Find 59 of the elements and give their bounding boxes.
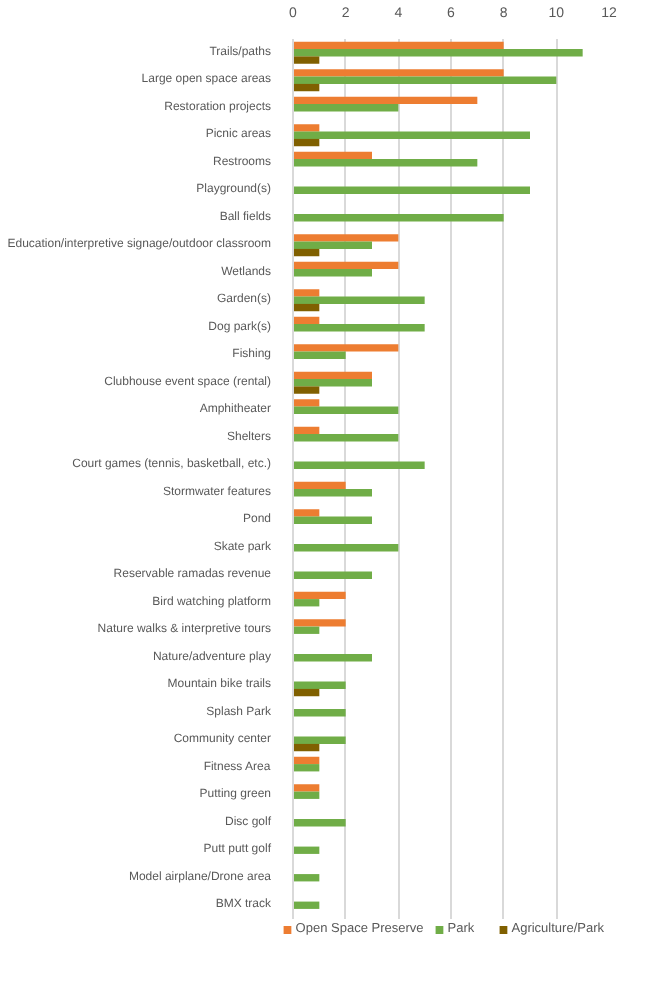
bar <box>293 159 478 167</box>
bar <box>293 289 320 297</box>
bar <box>293 626 320 634</box>
bar <box>293 819 346 827</box>
bar <box>293 241 372 249</box>
bar <box>293 248 320 257</box>
bar <box>293 351 346 359</box>
bar <box>293 138 320 147</box>
bar <box>293 901 320 909</box>
bar <box>293 481 346 490</box>
bar <box>293 214 504 222</box>
bar <box>293 709 346 717</box>
bar <box>293 76 557 84</box>
bar <box>293 269 372 277</box>
bar <box>293 874 320 882</box>
bar <box>293 124 320 132</box>
bar <box>293 41 504 50</box>
bar <box>293 571 372 579</box>
bar <box>293 131 530 139</box>
bar <box>293 371 372 380</box>
bar <box>293 791 320 799</box>
bar <box>293 688 320 697</box>
bar <box>293 316 320 325</box>
bar <box>293 56 320 64</box>
bar <box>293 261 399 270</box>
bar <box>293 151 372 160</box>
bar <box>293 489 372 497</box>
bar <box>293 846 320 854</box>
bar <box>293 681 346 689</box>
bar <box>293 764 320 772</box>
bar <box>293 736 346 744</box>
bar <box>293 756 320 765</box>
bar <box>293 544 399 552</box>
bar <box>293 344 399 352</box>
bar <box>293 516 372 524</box>
bar <box>293 426 320 435</box>
bar <box>293 296 425 304</box>
bar <box>293 379 372 387</box>
bar <box>293 69 504 77</box>
bar <box>293 324 425 332</box>
bar <box>293 303 320 312</box>
bar <box>293 434 399 442</box>
bar <box>293 406 399 414</box>
bar <box>293 234 399 242</box>
bar <box>293 96 478 105</box>
bar <box>293 509 320 517</box>
bar <box>293 599 320 607</box>
bar <box>293 784 320 792</box>
bar <box>293 461 425 469</box>
bar <box>293 386 320 394</box>
bar <box>293 186 530 194</box>
bar <box>293 49 583 57</box>
bar <box>293 104 399 112</box>
bar <box>293 654 372 662</box>
bar <box>293 83 320 92</box>
bar <box>293 399 320 407</box>
bar <box>293 743 320 752</box>
bar <box>293 591 346 600</box>
bar <box>293 619 346 627</box>
